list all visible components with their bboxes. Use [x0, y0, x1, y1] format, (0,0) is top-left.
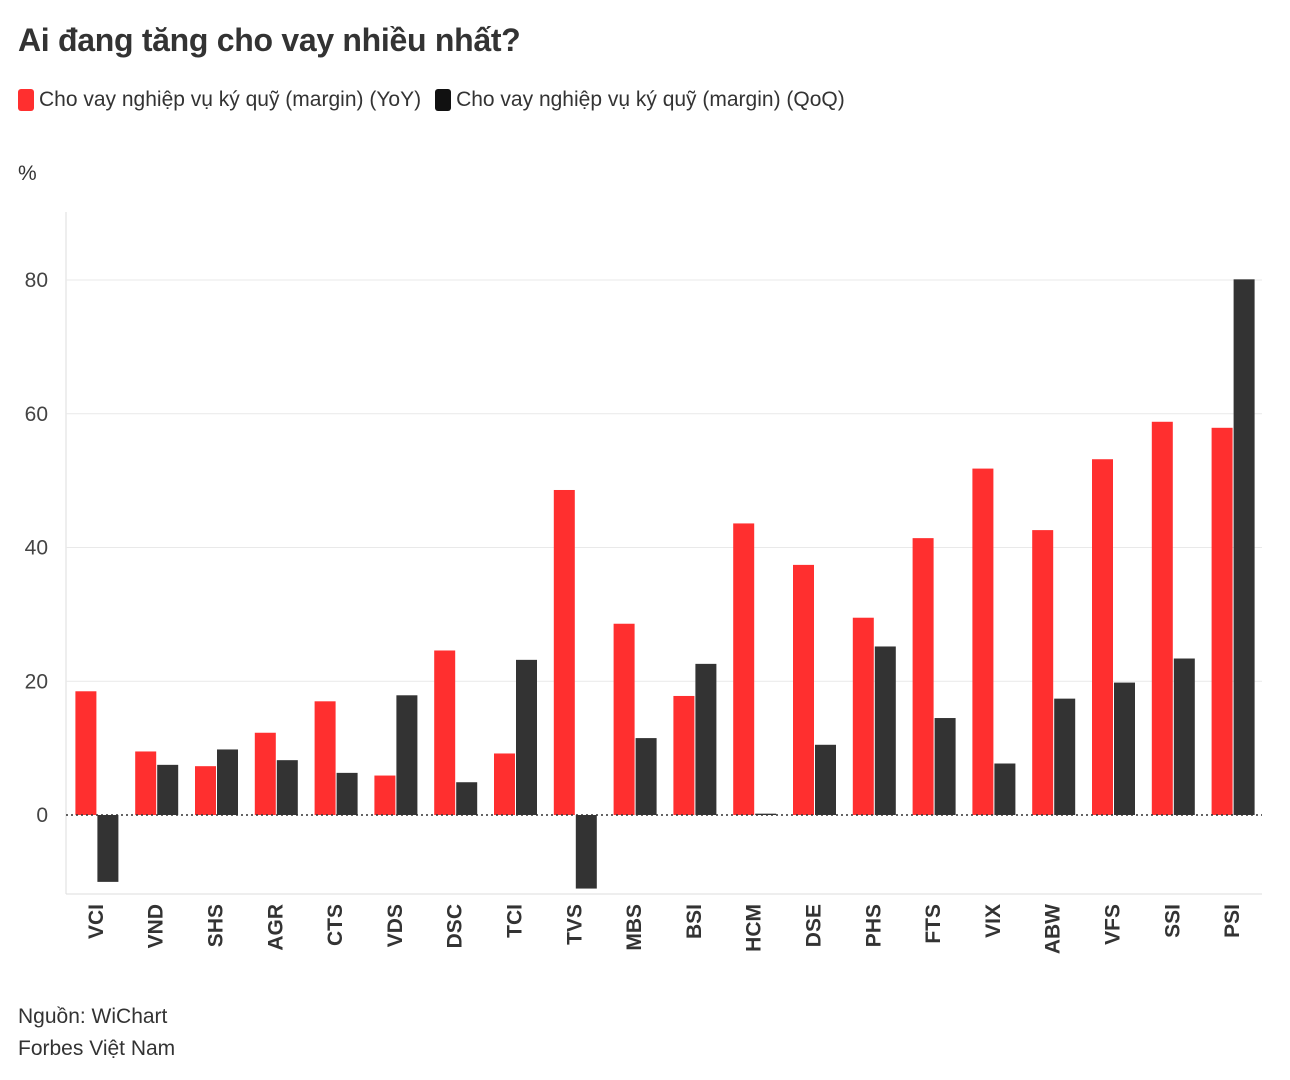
bar-qoq-fts	[934, 718, 956, 815]
bar-yoy-ssi	[1151, 421, 1173, 815]
bar-qoq-hcm	[755, 813, 777, 815]
bar-yoy-shs	[195, 766, 216, 815]
bar-qoq-bsi	[695, 663, 717, 815]
bar-qoq-ssi	[1173, 658, 1195, 815]
bar-qoq-vfs	[1114, 682, 1135, 815]
legend-label-qoq: Cho vay nghiệp vụ ký quỹ (margin) (QoQ)	[456, 88, 845, 111]
bar-qoq-psi	[1233, 279, 1255, 815]
y-tick-label-60: 60	[25, 403, 48, 426]
bar-yoy-vfs	[1092, 459, 1113, 815]
bar-qoq-phs	[874, 646, 896, 815]
bar-qoq-vds	[396, 695, 418, 815]
x-tick-label-vds: VDS	[384, 904, 407, 947]
y-tick-label-0: 0	[36, 804, 48, 827]
x-tick-label-ssi: SSI	[1161, 904, 1184, 938]
bar-qoq-agr	[276, 760, 298, 815]
legend-item-yoy[interactable]: Cho vay nghiệp vụ ký quỹ (margin) (YoY)	[18, 88, 421, 112]
bar-qoq-tvs	[575, 815, 597, 889]
y-axis-unit-label: %	[18, 162, 37, 185]
bar-yoy-abw	[1032, 530, 1054, 815]
x-tick-label-dsc: DSC	[444, 904, 467, 948]
legend-swatch-qoq	[435, 89, 452, 111]
y-tick-label-40: 40	[25, 537, 48, 560]
bar-yoy-dse	[793, 564, 814, 815]
bar-qoq-shs	[217, 749, 238, 815]
legend-swatch-yoy	[18, 89, 34, 111]
legend-item-qoq[interactable]: Cho vay nghiệp vụ ký quỹ (margin) (QoQ)	[435, 88, 845, 112]
bar-yoy-cts	[314, 701, 336, 815]
x-tick-label-vfs: VFS	[1102, 904, 1125, 945]
bar-qoq-abw	[1054, 698, 1076, 815]
x-tick-label-cts: CTS	[324, 904, 347, 946]
x-tick-label-hcm: HCM	[743, 904, 766, 952]
publisher-note: Forbes Việt Nam	[18, 1037, 176, 1060]
x-tick-label-shs: SHS	[205, 904, 228, 947]
bar-qoq-tci	[516, 659, 537, 815]
y-tick-label-20: 20	[25, 670, 48, 693]
bar-qoq-dsc	[456, 782, 478, 815]
bar-yoy-tci	[494, 753, 515, 815]
bar-chart: 0 20 40 60 80 VCI VND SHS AGR CTS VDS DSC TCI TVS MBS B…	[25, 212, 1262, 954]
bar-yoy-fts	[912, 538, 934, 815]
bar-qoq-dse	[815, 744, 836, 815]
x-tick-label-vnd: VND	[145, 904, 168, 948]
bar-yoy-agr	[254, 732, 276, 815]
x-tick-label-agr: AGR	[264, 904, 287, 951]
x-tick-label-vix: VIX	[982, 904, 1005, 938]
bar-yoy-vci	[75, 691, 97, 815]
legend-label-yoy: Cho vay nghiệp vụ ký quỹ (margin) (YoY)	[39, 88, 422, 111]
bar-yoy-vds	[374, 775, 396, 815]
x-tick-label-abw: ABW	[1042, 904, 1065, 954]
chart-title: Ai đang tăng cho vay nhiều nhất?	[18, 22, 521, 58]
bar-yoy-hcm	[733, 523, 755, 815]
bar-yoy-vnd	[135, 751, 157, 815]
bar-qoq-vnd	[157, 764, 179, 815]
x-tick-label-psi: PSI	[1221, 904, 1244, 938]
bar-yoy-tvs	[553, 489, 575, 815]
y-tick-label-80: 80	[25, 269, 48, 292]
bar-qoq-mbs	[635, 738, 657, 815]
x-tick-label-mbs: MBS	[623, 904, 646, 951]
bar-yoy-dsc	[434, 650, 456, 815]
x-tick-label-vci: VCI	[85, 904, 108, 939]
bar-yoy-phs	[852, 617, 874, 815]
x-tick-label-phs: PHS	[862, 904, 885, 947]
x-tick-label-tci: TCI	[504, 904, 527, 938]
bar-yoy-bsi	[673, 695, 695, 815]
bar-yoy-mbs	[613, 623, 635, 815]
bar-qoq-vix	[994, 763, 1016, 815]
x-tick-label-dse: DSE	[803, 904, 826, 947]
x-tick-label-fts: FTS	[922, 904, 945, 944]
x-tick-label-bsi: BSI	[683, 904, 706, 939]
bar-yoy-psi	[1211, 427, 1233, 815]
bar-yoy-vix	[972, 468, 994, 815]
bar-qoq-vci	[97, 815, 119, 882]
bar-qoq-cts	[336, 772, 358, 815]
x-tick-label-tvs: TVS	[563, 904, 586, 945]
chart-legend: Cho vay nghiệp vụ ký quỹ (margin) (YoY) …	[18, 88, 859, 112]
source-note: Nguồn: WiChart	[18, 1005, 168, 1028]
